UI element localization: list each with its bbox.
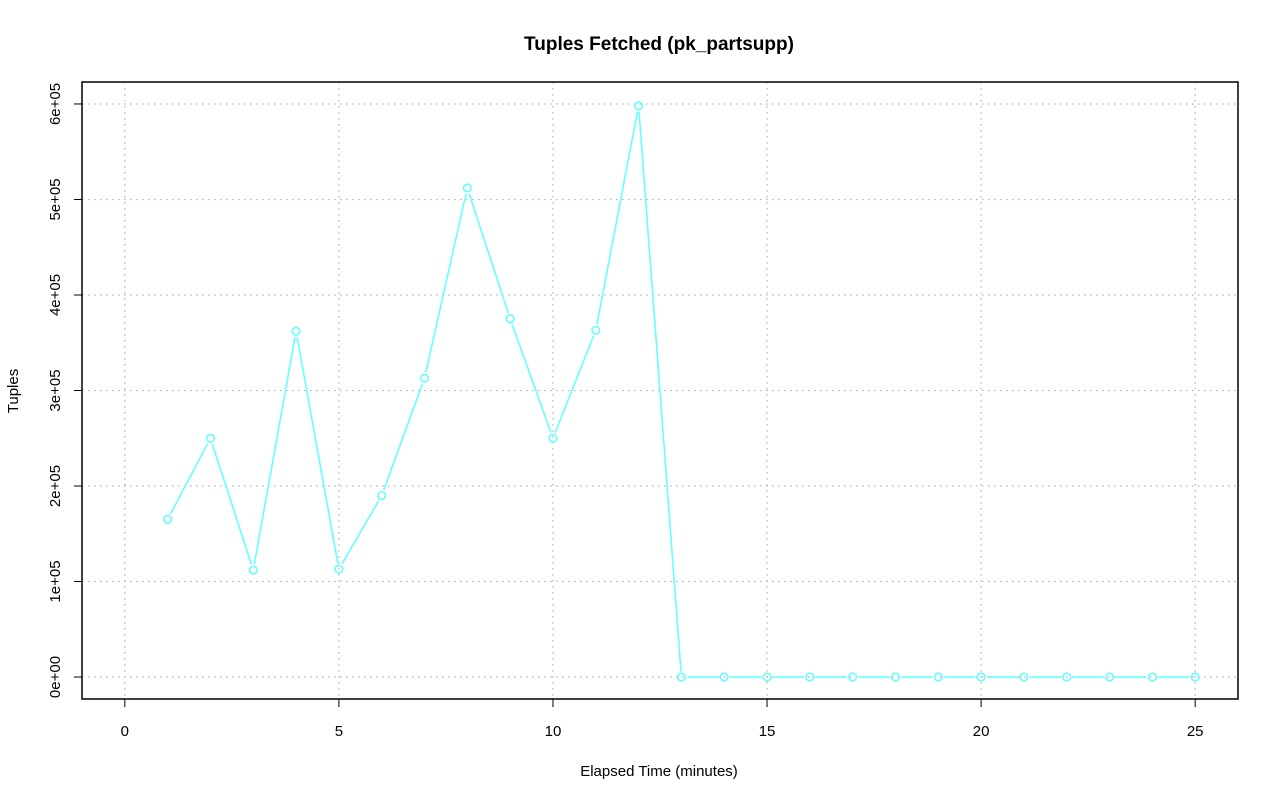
- data-point: [1190, 672, 1200, 682]
- x-tick-label: 0: [121, 723, 129, 740]
- chart-title: Tuples Fetched (pk_partsupp): [524, 34, 794, 55]
- data-point: [933, 672, 943, 682]
- series-line-segment: [169, 443, 209, 515]
- x-axis: 0 5 10 15 20 25: [121, 699, 1204, 740]
- x-tick-label: 20: [973, 723, 990, 740]
- series-line-segment: [425, 193, 467, 373]
- data-point: [548, 433, 558, 443]
- x-tick-label: 5: [335, 723, 343, 740]
- data-point: [505, 314, 515, 324]
- series-line-segment: [211, 443, 253, 565]
- data-point: [676, 672, 687, 682]
- data-point: [762, 672, 772, 682]
- y-axis-label: Tuples: [5, 369, 22, 413]
- series-line-segment: [341, 500, 380, 565]
- data-point: [1062, 672, 1072, 682]
- y-axis: 0e+00 1e+05 2e+05 3e+05 4e+05 5e+05 6e+05: [47, 83, 82, 698]
- data-point: [377, 490, 387, 501]
- data-point: [1147, 672, 1157, 682]
- y-tick-label: 0e+00: [47, 656, 64, 698]
- data-point: [163, 514, 173, 525]
- data-point: [291, 326, 301, 336]
- data-point: [848, 672, 858, 682]
- series-layer: [163, 101, 1200, 682]
- series-line-segment: [511, 324, 552, 433]
- y-tick-label: 2e+05: [47, 465, 64, 507]
- y-tick-label: 6e+05: [47, 83, 64, 125]
- data-point: [633, 101, 644, 111]
- series-line-segment: [638, 111, 682, 672]
- series-line-segment: [383, 383, 424, 491]
- series-line-segment: [253, 337, 296, 565]
- data-point: [1104, 672, 1115, 682]
- data-point: [205, 433, 216, 443]
- data-point: [719, 672, 729, 682]
- data-point: [334, 564, 344, 574]
- data-point: [805, 672, 815, 682]
- series-line-segment: [468, 193, 510, 314]
- y-tick-label: 4e+05: [47, 274, 64, 316]
- data-point: [976, 672, 986, 682]
- series-line-segment: [554, 335, 595, 433]
- y-tick-label: 1e+05: [47, 560, 64, 602]
- data-point: [591, 325, 601, 335]
- data-point: [462, 183, 472, 193]
- data-point: [890, 672, 901, 682]
- y-tick-label: 5e+05: [47, 178, 64, 220]
- series-line-segment: [296, 337, 339, 564]
- data-point: [248, 565, 258, 575]
- data-point: [1019, 672, 1029, 682]
- series-line-segment: [596, 111, 639, 325]
- x-tick-label: 25: [1187, 723, 1204, 740]
- y-tick-label: 3e+05: [47, 369, 64, 411]
- x-axis-label: Elapsed Time (minutes): [580, 763, 738, 780]
- data-point: [419, 373, 430, 383]
- x-tick-label: 10: [545, 723, 562, 740]
- x-tick-label: 15: [759, 723, 776, 740]
- grid: [82, 82, 1238, 699]
